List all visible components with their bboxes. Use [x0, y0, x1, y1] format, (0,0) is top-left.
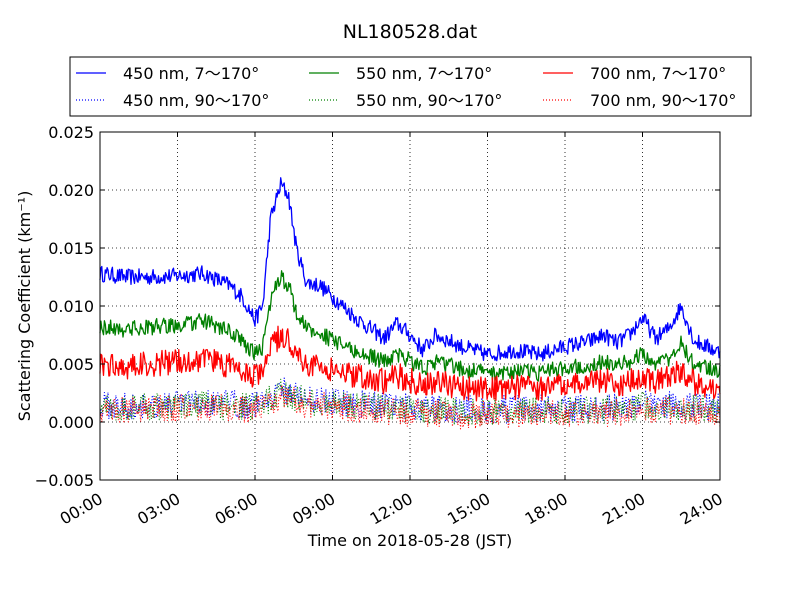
y-axis-label: Scattering Coefficient (km⁻¹)	[15, 191, 34, 422]
x-tick-label: 09:00	[289, 489, 338, 529]
legend-label-2: 450 nm, 90～170°	[123, 91, 269, 110]
y-tick-label: 0.005	[48, 355, 94, 374]
legend-label-6: 700 nm, 90～170°	[590, 91, 736, 110]
series-line-5	[99, 325, 721, 402]
legend: 450 nm, 7～170° 450 nm, 90～170° 550 nm, 7～1…	[69, 56, 752, 117]
x-tick-label: 03:00	[134, 489, 183, 529]
x-tick-label: 21:00	[599, 489, 648, 529]
legend-label-5: 700 nm, 7～170°	[590, 64, 726, 83]
grid	[100, 132, 720, 480]
series-line-2	[99, 377, 721, 424]
x-tick-label: 12:00	[367, 489, 416, 529]
y-tick-label: 0.010	[48, 297, 94, 316]
legend-label-3: 550 nm, 7～170°	[356, 64, 492, 83]
x-axis-label: Time on 2018-05-28 (JST)	[307, 531, 512, 550]
y-tick-label: 0.020	[48, 181, 94, 200]
legend-box	[69, 56, 752, 117]
series-line-4	[99, 378, 721, 426]
legend-label-4: 550 nm, 90～170°	[356, 91, 502, 110]
axes-ticks: 00:00 03:00 06:00 09:00 12:00 15:00 18:00 21:00…	[35, 123, 726, 529]
series-line-3	[99, 270, 721, 382]
x-tick-label: 18:00	[522, 489, 571, 529]
chart-title: NL180528.dat	[343, 21, 478, 43]
legend-label-1: 450 nm, 7～170°	[123, 64, 259, 83]
x-tick-label: 15:00	[444, 489, 493, 529]
series-line-1	[99, 177, 721, 362]
x-tick-label: 24:00	[677, 489, 726, 529]
y-tick-label: 0.015	[48, 239, 94, 258]
x-tick-label: 06:00	[212, 489, 261, 529]
y-tick-label: 0.000	[48, 413, 94, 432]
x-tick-label: 00:00	[57, 489, 106, 529]
y-tick-label: 0.025	[48, 123, 94, 142]
y-tick-label: −0.005	[35, 471, 94, 490]
series-lines	[99, 177, 721, 430]
